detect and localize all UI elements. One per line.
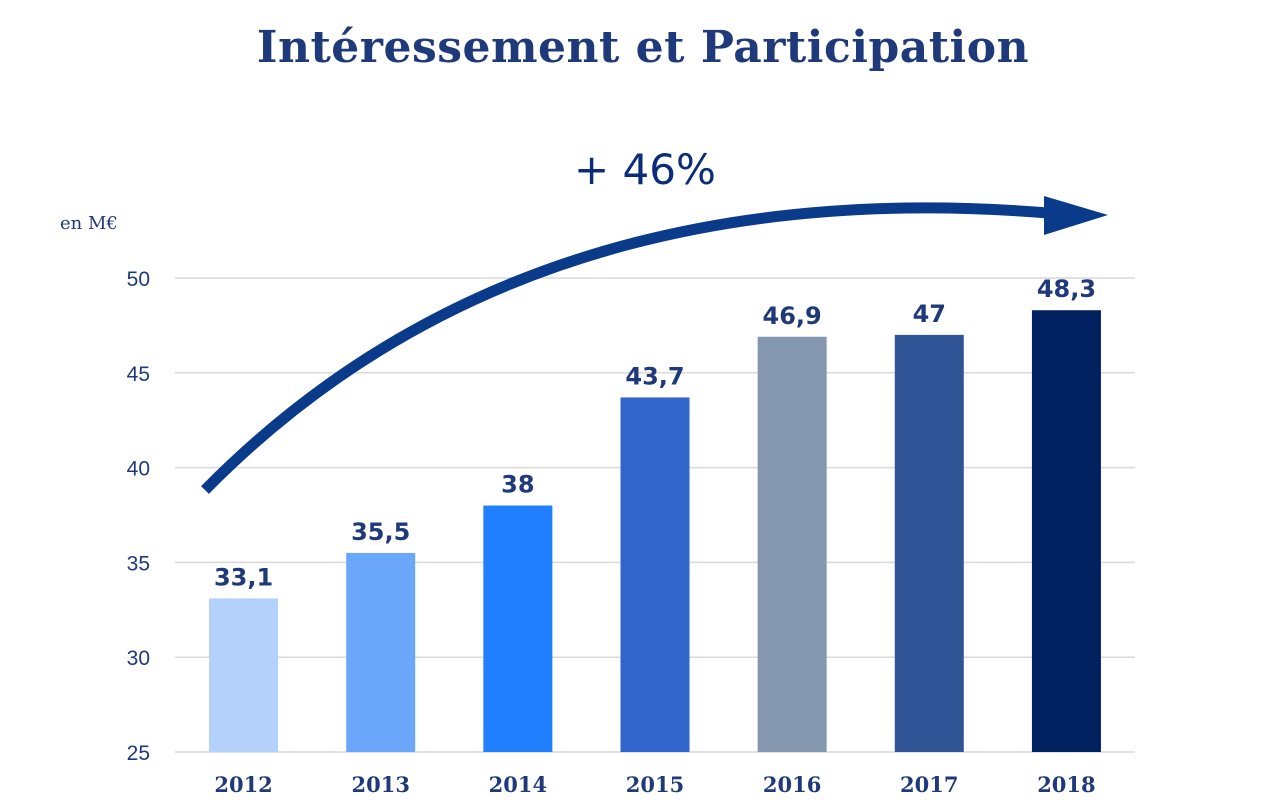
unit-label: en M€ [60,213,118,234]
x-tick-label: 2016 [763,772,821,797]
value-label: 48,3 [1037,275,1096,303]
x-tick-label: 2013 [351,772,409,797]
bar-2014 [483,505,553,752]
value-label: 46,9 [763,302,822,330]
y-tick-label: 35 [127,552,150,575]
value-label: 35,5 [351,518,410,546]
x-axis-ticks: 2012 2013 2014 2015 2016 2017 2018 [214,772,1095,797]
x-tick-label: 2018 [1037,772,1095,797]
value-label: 43,7 [625,362,684,390]
bar-2017 [894,334,964,752]
value-label: 47 [913,300,946,328]
bars [209,310,1101,752]
bar-2012 [209,598,279,752]
x-tick-label: 2015 [626,772,684,797]
y-tick-label: 25 [127,742,150,765]
x-tick-label: 2012 [214,772,272,797]
bar-2013 [346,552,416,752]
value-label: 38 [501,471,534,499]
value-labels: 33,1 35,5 38 43,7 46,9 47 48,3 [214,275,1096,591]
bar-2015 [620,397,690,752]
y-tick-label: 45 [127,363,150,386]
y-tick-label: 40 [127,458,150,481]
value-label: 33,1 [214,563,273,591]
y-axis-ticks: 25 30 35 40 45 50 [127,268,150,765]
bar-2016 [757,336,827,752]
y-tick-label: 50 [127,268,150,291]
y-tick-label: 30 [127,647,150,670]
growth-arrow [201,196,1108,494]
growth-label: + 46% [574,145,716,194]
growth-arrow-head [1044,196,1108,235]
x-tick-label: 2017 [900,772,958,797]
growth-arrow-curve [201,202,1049,494]
bar-2018 [1031,310,1101,752]
x-tick-label: 2014 [489,772,547,797]
chart-title: Intéressement et Participation [256,22,1030,73]
